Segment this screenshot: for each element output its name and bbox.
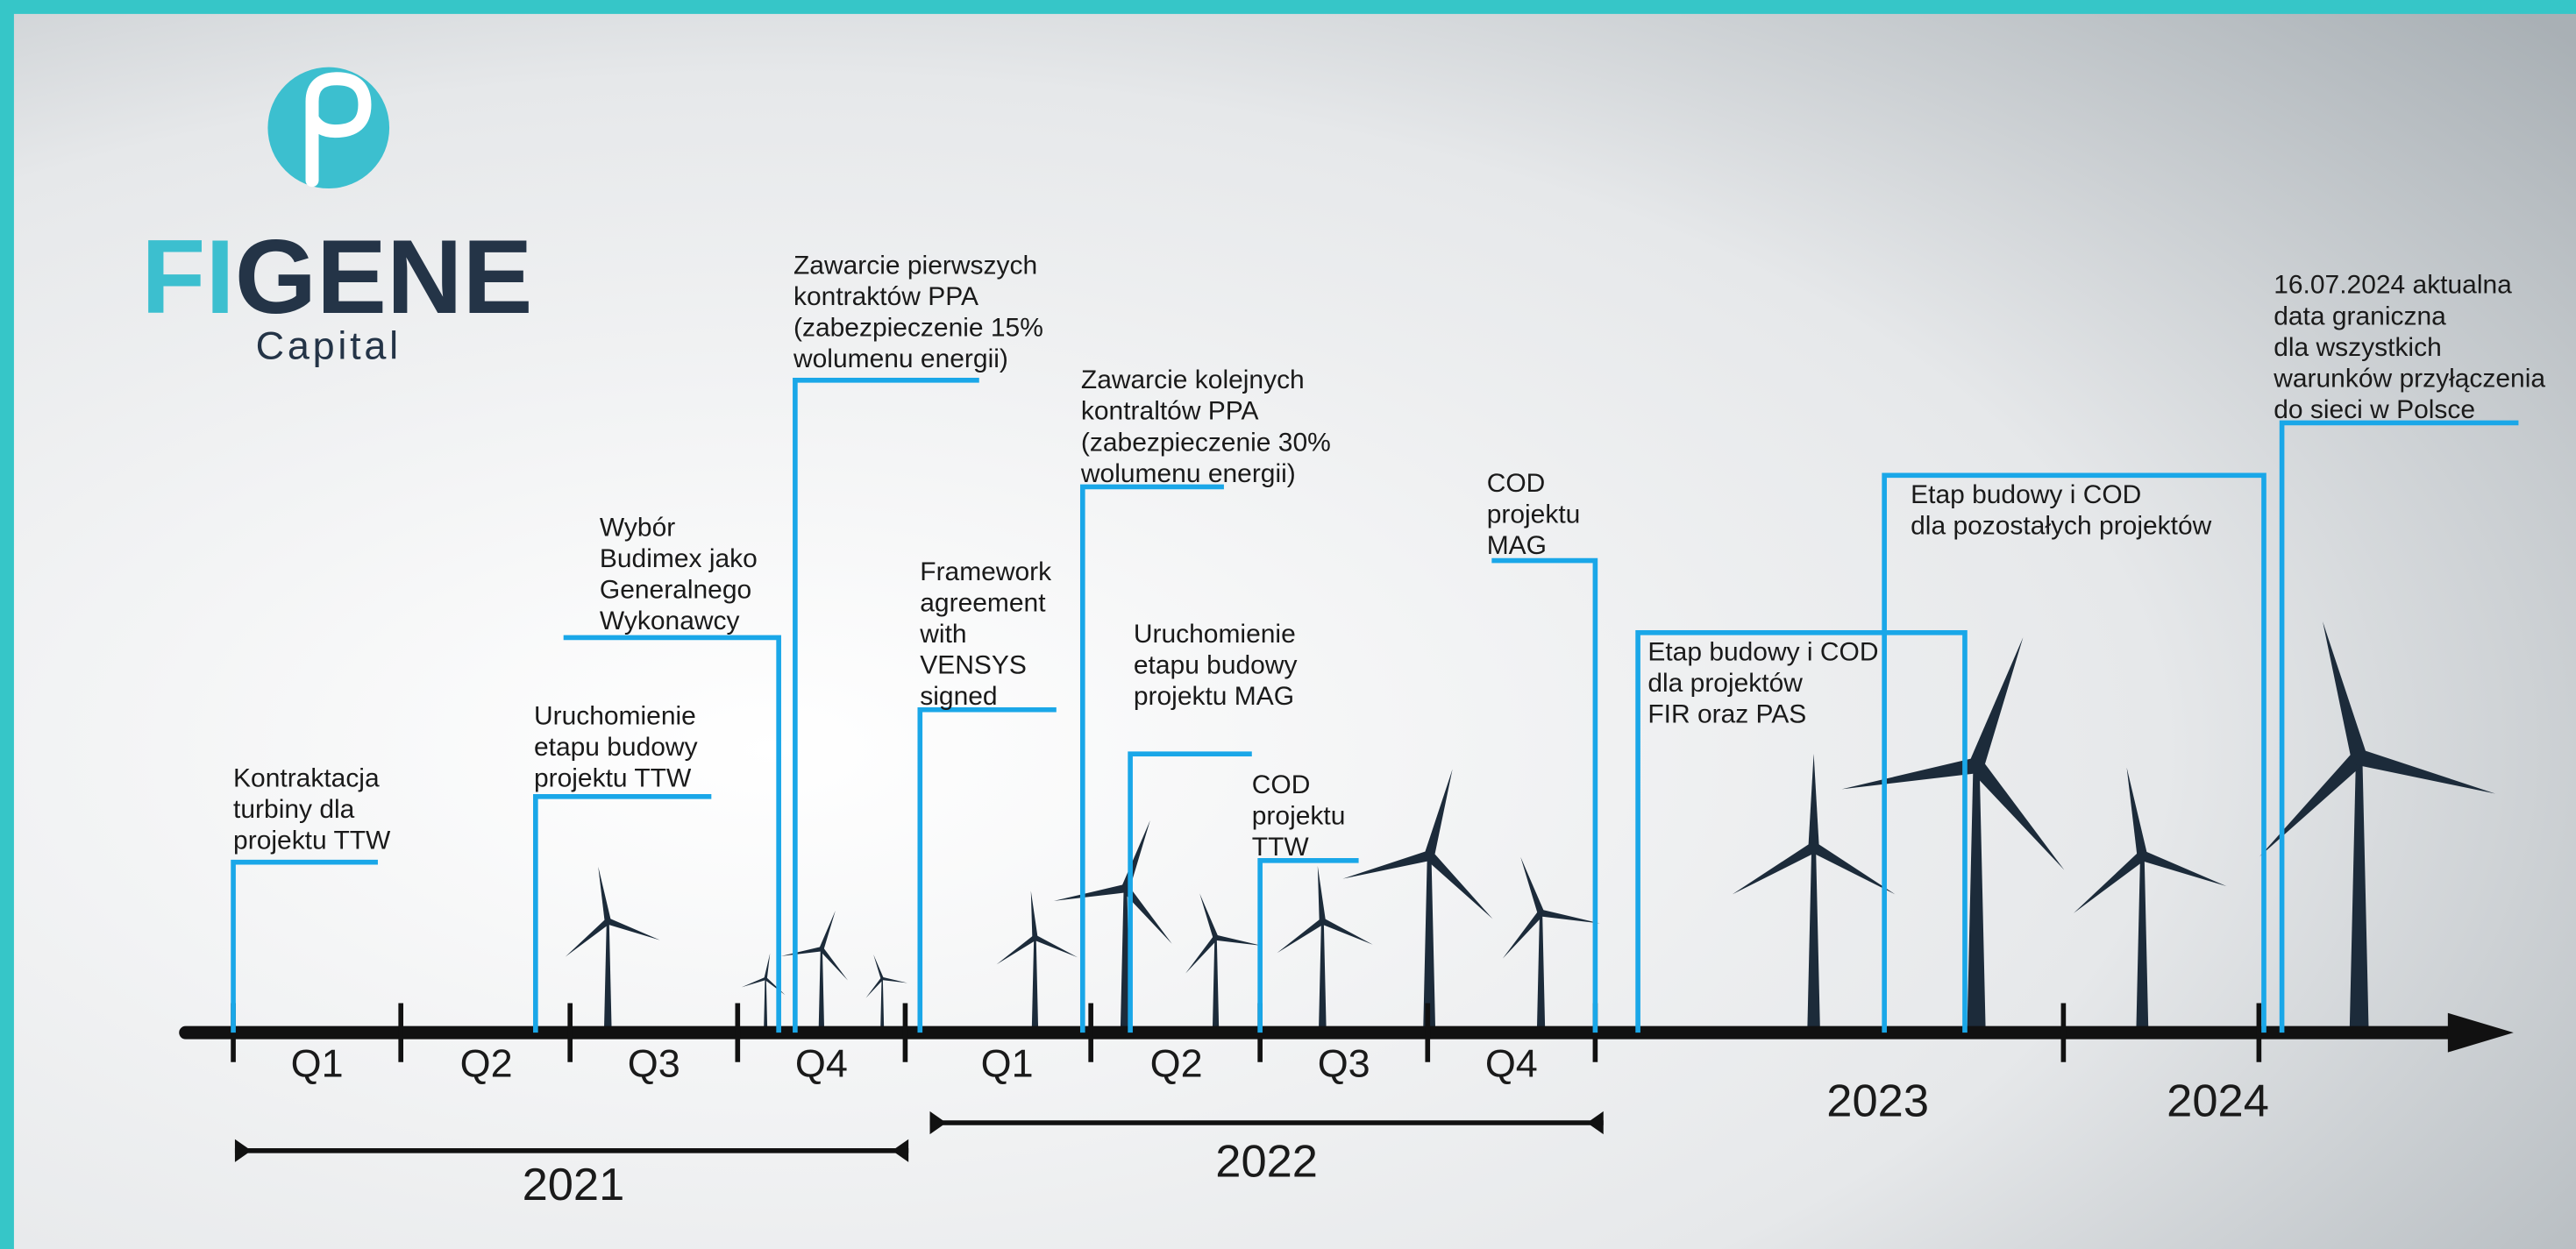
milestone-text: wolumenu energii) bbox=[1080, 459, 1296, 488]
year-label: 2024 bbox=[2167, 1076, 2269, 1127]
milestone-text: kontraktów PPA bbox=[793, 282, 978, 311]
milestone-text: Kontraktacja bbox=[233, 764, 380, 793]
milestone-text: do sieci w Polsce bbox=[2274, 395, 2475, 424]
turbine-hub bbox=[1320, 918, 1326, 924]
turbine-hub bbox=[1213, 935, 1218, 940]
milestone-text: kontraltów PPA bbox=[1081, 397, 1259, 426]
quarter-label: Q2 bbox=[1150, 1041, 1203, 1086]
milestone-text: (zabezpieczenie 15% bbox=[793, 313, 1043, 342]
milestone-text: Wybór bbox=[600, 514, 675, 543]
turbine-hub bbox=[881, 977, 884, 980]
milestone-text: data graniczna bbox=[2274, 302, 2446, 330]
milestone-text: warunków przyłączenia bbox=[2273, 364, 2545, 393]
milestone-text: Zawarcie pierwszych bbox=[793, 251, 1037, 280]
milestone-text: projektu bbox=[1487, 500, 1581, 529]
milestone-text: 16.07.2024 aktualna bbox=[2274, 271, 2512, 300]
milestone-text: COD bbox=[1487, 469, 1546, 498]
milestone-text: Zawarcie kolejnych bbox=[1081, 365, 1305, 394]
turbine-hub bbox=[605, 918, 611, 924]
year-label: 2023 bbox=[1826, 1076, 1929, 1127]
milestone-text: (zabezpieczenie 30% bbox=[1081, 428, 1331, 457]
turbine-hub bbox=[2137, 850, 2147, 861]
quarter-label: Q1 bbox=[291, 1041, 344, 1086]
logo-tagline: Capital bbox=[256, 323, 402, 368]
quarter-label: Q4 bbox=[795, 1041, 848, 1086]
milestone-text: Uruchomienie bbox=[534, 702, 696, 731]
logo-name: FIGENE bbox=[141, 219, 532, 336]
milestone-text: projektu TTW bbox=[233, 827, 391, 855]
milestone-text: Etap budowy i COD bbox=[1647, 638, 1878, 667]
turbine-hub bbox=[764, 977, 766, 980]
milestone-text: with bbox=[919, 620, 966, 649]
quarter-label: Q3 bbox=[628, 1041, 680, 1086]
milestone-text: TTW bbox=[1252, 833, 1310, 862]
milestone-text: Generalnego bbox=[600, 576, 751, 605]
year-label: 2022 bbox=[1215, 1137, 1318, 1188]
turbine-hub bbox=[1032, 935, 1037, 940]
quarter-label: Q1 bbox=[981, 1041, 1034, 1086]
turbine-hub bbox=[1424, 850, 1434, 861]
milestone-text: projektu bbox=[1252, 802, 1346, 831]
turbine-hub bbox=[819, 947, 823, 951]
turbine-hub bbox=[1968, 757, 1984, 773]
milestone-text: COD bbox=[1252, 770, 1311, 799]
logo-name-part: FI bbox=[141, 219, 235, 336]
page: FIGENE Capital Q1 Q2 Q3 Q4 Q1 Q2 Q3 Q4 2021 2022 2… bbox=[0, 0, 2576, 1249]
milestone-text: Budimex jako bbox=[600, 544, 758, 573]
quarter-label: Q4 bbox=[1485, 1041, 1538, 1086]
milestone-text: Etap budowy i COD bbox=[1911, 480, 2141, 509]
year-label: 2021 bbox=[523, 1160, 625, 1210]
milestone-text: projektu MAG bbox=[1134, 682, 1294, 711]
milestone-text: turbiny dla bbox=[233, 795, 355, 824]
milestone-text: dla projektów bbox=[1647, 669, 1803, 698]
turbine-hub bbox=[1538, 910, 1545, 917]
milestone-text: dla wszystkich bbox=[2274, 333, 2442, 362]
timeline-slide: FIGENE Capital Q1 Q2 Q3 Q4 Q1 Q2 Q3 Q4 2021 2022 2… bbox=[0, 0, 2576, 1249]
milestone-text: wolumenu energii) bbox=[793, 344, 1008, 373]
milestone-text: VENSYS bbox=[920, 651, 1027, 680]
milestone-text: etapu budowy bbox=[1134, 651, 1298, 680]
milestone-text: Wykonawcy bbox=[600, 607, 740, 635]
milestone-text: Uruchomienie bbox=[1134, 620, 1296, 649]
logo-name-part: GENE bbox=[235, 219, 533, 336]
quarter-label: Q2 bbox=[460, 1041, 513, 1086]
milestone-text: FIR oraz PAS bbox=[1647, 700, 1806, 729]
milestone-text: etapu budowy bbox=[534, 733, 698, 762]
turbine-hub bbox=[1808, 842, 1818, 853]
milestone-text: Framework bbox=[920, 557, 1052, 586]
milestone-text: dla pozostałych projektów bbox=[1911, 512, 2212, 541]
milestone-text: MAG bbox=[1487, 531, 1547, 560]
quarter-label: Q3 bbox=[1318, 1041, 1370, 1086]
milestone-text: agreement bbox=[920, 589, 1046, 618]
milestone-text: projektu TTW bbox=[534, 764, 692, 793]
turbine-hub bbox=[2351, 749, 2367, 766]
milestone-text: signed bbox=[920, 682, 997, 711]
